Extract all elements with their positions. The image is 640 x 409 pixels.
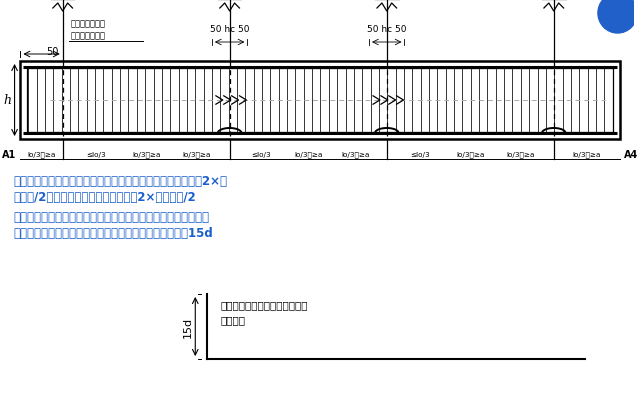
Bar [20, 62, 620, 139]
Bar [28, 69, 612, 133]
Text: 50 hc 50: 50 hc 50 [210, 25, 250, 34]
Text: lo/3且≥a: lo/3且≥a [294, 151, 323, 158]
Text: 部筋下弯: 部筋下弯 [221, 314, 246, 324]
Text: 伸至端部弯钉，底部筋上弯，顶: 伸至端部弯钉，底部筋上弯，顶 [221, 299, 308, 309]
Text: lo/3且≥a: lo/3且≥a [341, 151, 369, 158]
Text: 柱或墙（外侧与: 柱或墙（外侧与 [70, 19, 106, 28]
Text: 基础梁底部和顶部纵筋成对连接设置，顶部或底部多出的销筋按: 基础梁底部和顶部纵筋成对连接设置，顶部或底部多出的销筋按 [13, 211, 209, 223]
Text: lo/3且≥a: lo/3且≥a [506, 151, 534, 158]
Text: 50: 50 [47, 47, 59, 57]
Text: 底部、顶部贯通筋长度：净跨长＋左支座－保护层＋（梁高－2×保: 底部、顶部贯通筋长度：净跨长＋左支座－保护层＋（梁高－2×保 [13, 175, 228, 188]
Text: lo/3且≥a: lo/3且≥a [132, 151, 161, 158]
Text: lo/3且≥a: lo/3且≥a [182, 151, 211, 158]
Text: ≤lo/3: ≤lo/3 [252, 152, 271, 157]
Text: ≤lo/3: ≤lo/3 [410, 152, 430, 157]
Text: ≤lo/3: ≤lo/3 [86, 152, 106, 157]
Text: A1: A1 [3, 150, 17, 160]
Text: lo/3且≥a: lo/3且≥a [28, 151, 56, 158]
Text: lo/3且≥a: lo/3且≥a [572, 151, 601, 158]
Text: 15d: 15d [182, 316, 193, 337]
Text: 护层）/2＋右支座－保护层＋（梁高－2×保护层）/2: 护层）/2＋右支座－保护层＋（梁高－2×保护层）/2 [13, 191, 196, 204]
Wedge shape [605, 379, 634, 409]
Text: lo/3且≥a: lo/3且≥a [456, 151, 484, 158]
Circle shape [598, 0, 637, 34]
Text: 基础梁端一平）: 基础梁端一平） [70, 31, 106, 40]
Text: h: h [4, 94, 12, 107]
Text: 50 hc 50: 50 hc 50 [367, 25, 406, 34]
Text: A4: A4 [623, 150, 637, 160]
Text: 下列公式计算：净跨长＋左支座（或右支座）－保护层＋15d: 下列公式计算：净跨长＋左支座（或右支座）－保护层＋15d [13, 227, 213, 239]
